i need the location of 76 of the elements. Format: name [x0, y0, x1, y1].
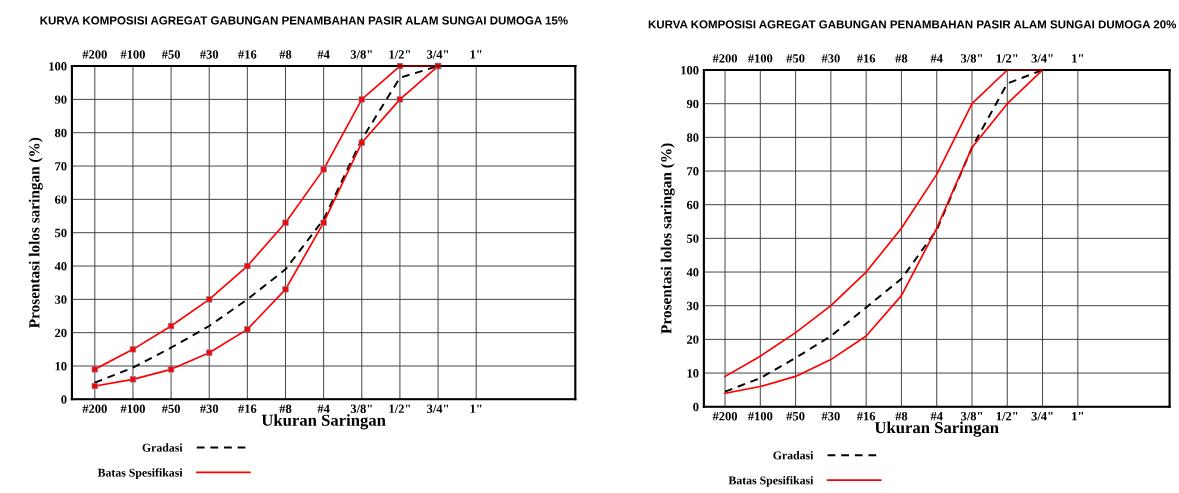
- x-tick-label: 1/2": [389, 404, 410, 413]
- legend-label: Gradasi: [142, 443, 183, 452]
- x-tick-label: 3/4": [1031, 411, 1053, 421]
- x-tick-label: #4: [317, 404, 330, 413]
- x-tick-label: 1": [470, 404, 482, 413]
- y-tick-label: 90: [54, 95, 67, 104]
- x-tick-label: #8: [279, 404, 292, 413]
- legend-label: Batas Spesifikasi: [728, 475, 814, 487]
- x-tick-label: 3/4": [427, 404, 449, 413]
- x-tick-label: 1": [1072, 412, 1084, 421]
- category-label: 1/2": [389, 50, 410, 59]
- x-tick-label: 3/8": [961, 411, 983, 421]
- category-label: #8: [895, 54, 908, 63]
- x-tick-label: #8: [895, 411, 908, 421]
- y-axis-title: Prosentasi lolos saringan (%): [28, 137, 43, 328]
- legend-label: Gradasi: [773, 451, 814, 460]
- x-tick-label: #50: [161, 404, 180, 413]
- category-label: #100: [120, 50, 145, 59]
- x-tick-label: 3/8": [350, 404, 372, 413]
- category-label: #200: [712, 54, 738, 63]
- category-label: #16: [238, 50, 257, 59]
- category-label: #4: [930, 54, 943, 63]
- x-tick-label: #30: [821, 411, 840, 421]
- x-axis-title: Ukuran Saringan: [261, 414, 386, 430]
- y-tick-label: 90: [686, 99, 699, 109]
- category-label: 3/8": [350, 50, 372, 59]
- x-tick-label: 1/2": [996, 411, 1018, 421]
- y-axis-title: Prosentasi lolos saringan (%): [660, 143, 675, 334]
- category-label: #16: [856, 54, 876, 63]
- y-tick-label: 40: [686, 268, 699, 277]
- category-label: 3/4": [1031, 54, 1053, 63]
- x-tick-label: #30: [200, 404, 219, 413]
- category-label: #30: [821, 54, 840, 63]
- y-tick-label: 60: [54, 195, 67, 204]
- y-tick-label: 0: [61, 395, 67, 404]
- y-tick-label: 30: [686, 301, 699, 311]
- category-label: #4: [317, 50, 330, 59]
- y-tick-label: 20: [55, 328, 67, 338]
- y-tick-label: 20: [687, 335, 699, 344]
- x-tick-label: #200: [82, 404, 107, 413]
- category-label: 1": [1072, 54, 1084, 63]
- y-tick-label: 100: [49, 62, 67, 71]
- y-tick-label: 0: [693, 402, 699, 412]
- y-tick-label: 100: [681, 66, 699, 75]
- y-tick-label: 50: [687, 234, 699, 243]
- category-label: #50: [161, 50, 180, 59]
- x-tick-label: #4: [930, 412, 943, 421]
- y-tick-label: 10: [55, 362, 67, 371]
- x-tick-label: #16: [238, 404, 257, 413]
- category-label: #30: [200, 50, 219, 59]
- category-label: #50: [786, 54, 805, 63]
- chart-title: KURVA KOMPOSISI AGREGAT GABUNGAN PENAMBAHAN PASIR ALAM SUNGAI DUMOGA 20%: [648, 20, 1177, 29]
- y-tick-label: 70: [55, 162, 67, 171]
- category-label: #200: [82, 50, 107, 59]
- category-label: #8: [279, 50, 292, 59]
- y-tick-label: 30: [55, 295, 67, 304]
- category-label: 3/8": [961, 54, 983, 63]
- y-tick-label: 40: [54, 262, 67, 271]
- category-label: 3/4": [427, 50, 449, 59]
- legend-label: Batas Spesifikasi: [97, 468, 183, 480]
- category-label: 1/2": [996, 54, 1018, 63]
- category-label: #100: [747, 54, 773, 63]
- y-tick-label: 10: [687, 369, 699, 378]
- y-tick-label: 70: [687, 167, 699, 176]
- x-tick-label: #100: [120, 404, 145, 413]
- x-axis-title: Ukuran Saringan: [874, 421, 999, 437]
- category-label: 1": [470, 50, 482, 59]
- y-tick-label: 80: [54, 128, 67, 138]
- x-tick-label: #16: [856, 411, 876, 421]
- x-tick-label: #200: [712, 411, 738, 421]
- y-tick-label: 80: [686, 133, 699, 142]
- y-tick-label: 60: [686, 200, 699, 210]
- x-tick-label: #50: [786, 411, 805, 421]
- y-tick-label: 50: [55, 228, 67, 238]
- x-tick-label: #100: [747, 411, 773, 421]
- chart-title: KURVA KOMPOSISI AGREGAT GABUNGAN PENAMBAHAN PASIR ALAM SUNGAI DUMOGA 15%: [40, 16, 568, 25]
